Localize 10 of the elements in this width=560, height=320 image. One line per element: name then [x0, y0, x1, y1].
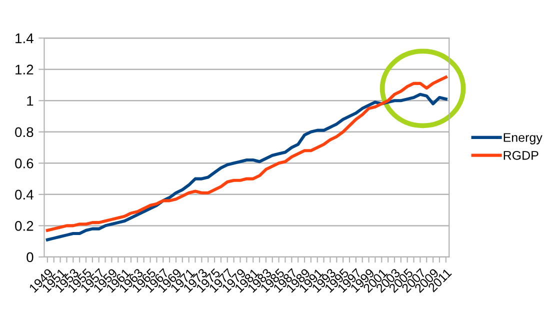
y-tick-label: 0.2: [15, 221, 34, 231]
legend-label: RGDP: [504, 150, 538, 160]
legend-label: Energy: [504, 133, 542, 144]
y-tick-label: 0: [26, 252, 34, 262]
y-tick-label: 0.4: [15, 190, 34, 200]
y-tick-label: 1: [27, 96, 34, 106]
y-tick-label: 1.2: [16, 64, 34, 74]
y-tick-label: 1.4: [16, 34, 34, 44]
y-tick-label: 0.6: [15, 158, 34, 168]
y-tick-label: 0.8: [15, 127, 34, 138]
